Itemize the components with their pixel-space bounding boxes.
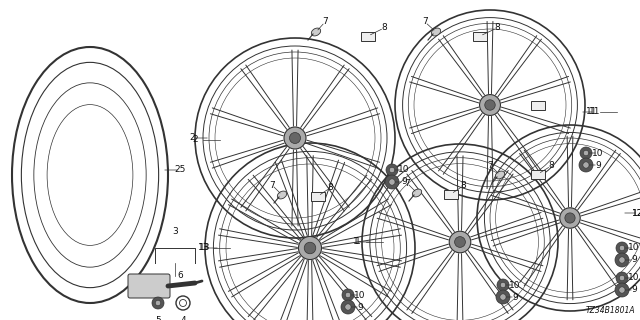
Text: 25: 25 (174, 165, 186, 174)
Text: 12: 12 (632, 209, 640, 218)
Text: 3: 3 (172, 227, 178, 236)
Text: 9: 9 (631, 255, 637, 265)
Text: 7: 7 (487, 161, 493, 170)
FancyBboxPatch shape (361, 31, 375, 41)
Ellipse shape (431, 28, 441, 36)
Text: 11: 11 (586, 108, 598, 116)
Text: 8: 8 (460, 181, 466, 190)
Circle shape (560, 208, 580, 228)
Circle shape (615, 283, 629, 297)
Text: 1: 1 (355, 237, 361, 246)
Circle shape (289, 132, 301, 143)
Circle shape (616, 272, 628, 284)
Circle shape (484, 100, 495, 110)
FancyBboxPatch shape (531, 170, 545, 179)
Text: 13: 13 (199, 244, 211, 252)
FancyBboxPatch shape (444, 189, 458, 198)
Circle shape (389, 179, 395, 185)
Text: 8: 8 (494, 23, 500, 33)
Text: 2: 2 (189, 133, 195, 142)
Ellipse shape (412, 189, 422, 197)
Text: 7: 7 (269, 180, 275, 189)
Circle shape (565, 213, 575, 223)
Text: 5: 5 (155, 316, 161, 320)
Text: 9: 9 (631, 285, 637, 294)
FancyBboxPatch shape (531, 100, 545, 109)
Circle shape (342, 289, 354, 301)
Text: 7: 7 (422, 18, 428, 27)
Text: 10: 10 (628, 244, 640, 252)
Circle shape (341, 300, 355, 314)
Text: 10: 10 (628, 274, 640, 283)
Text: 13: 13 (198, 244, 210, 252)
Text: 7: 7 (322, 18, 328, 27)
Circle shape (454, 236, 465, 247)
Circle shape (304, 242, 316, 254)
Circle shape (615, 253, 629, 267)
Ellipse shape (311, 28, 321, 36)
Text: 6: 6 (177, 271, 183, 281)
Text: 9: 9 (357, 302, 363, 311)
Circle shape (298, 236, 321, 260)
Circle shape (500, 294, 506, 300)
Text: 8: 8 (548, 162, 554, 171)
Circle shape (284, 127, 306, 149)
Circle shape (579, 158, 593, 172)
Text: 8: 8 (327, 183, 333, 193)
Text: 8: 8 (381, 23, 387, 33)
Text: 4: 4 (180, 316, 186, 320)
Circle shape (497, 279, 509, 291)
Circle shape (345, 304, 351, 310)
Circle shape (583, 162, 589, 168)
Circle shape (389, 167, 395, 173)
Circle shape (386, 164, 398, 176)
Circle shape (479, 94, 500, 116)
Circle shape (619, 257, 625, 263)
FancyBboxPatch shape (473, 31, 487, 41)
Ellipse shape (495, 171, 505, 179)
Text: 2: 2 (192, 135, 198, 145)
Text: 10: 10 (355, 291, 365, 300)
Text: 10: 10 (398, 165, 410, 174)
Circle shape (583, 150, 589, 156)
FancyBboxPatch shape (311, 191, 325, 201)
Text: 9: 9 (512, 292, 518, 301)
Circle shape (620, 275, 625, 281)
Text: TZ34B1801A: TZ34B1801A (586, 306, 635, 315)
Circle shape (619, 287, 625, 293)
Circle shape (385, 175, 399, 189)
Text: 9: 9 (401, 178, 407, 187)
Text: 12: 12 (632, 209, 640, 218)
Circle shape (152, 297, 164, 309)
Circle shape (580, 147, 592, 159)
Circle shape (346, 292, 351, 298)
Circle shape (616, 242, 628, 254)
Circle shape (496, 290, 510, 304)
Text: 7: 7 (404, 179, 410, 188)
Text: 9: 9 (595, 161, 601, 170)
Circle shape (449, 231, 471, 253)
FancyBboxPatch shape (128, 274, 170, 298)
Text: 10: 10 (592, 148, 604, 157)
Text: 11: 11 (589, 108, 601, 116)
Circle shape (620, 245, 625, 251)
Ellipse shape (277, 191, 287, 199)
Circle shape (500, 282, 506, 288)
Text: 1: 1 (353, 237, 359, 246)
Text: 10: 10 (509, 281, 521, 290)
Circle shape (156, 300, 161, 306)
